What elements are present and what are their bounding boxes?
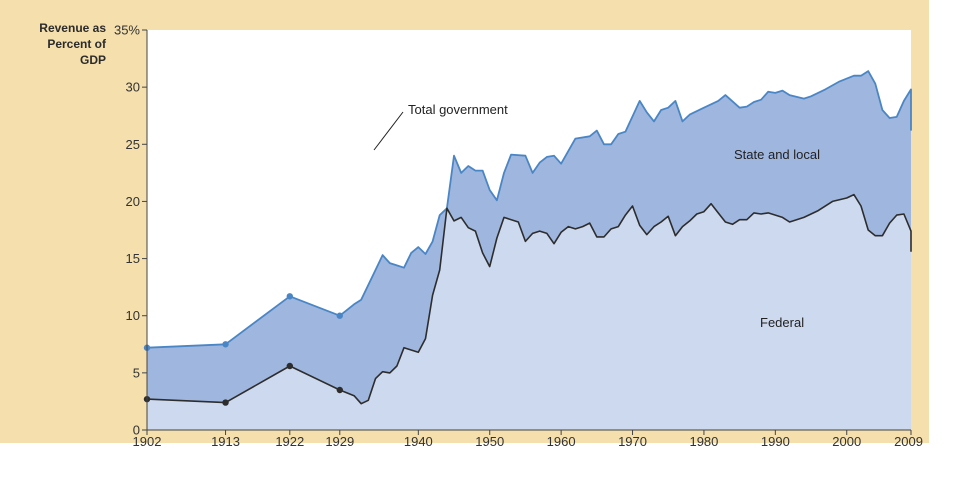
total-marker-1913 <box>222 341 229 348</box>
y-tick-label: 5 <box>133 365 140 380</box>
x-tick-label: 1913 <box>211 434 240 449</box>
y-axis-title: Revenue as Percent of GDP <box>2 20 106 68</box>
x-tick-label: 1940 <box>404 434 433 449</box>
x-tick-label: 1929 <box>325 434 354 449</box>
y-axis-title-line-3: GDP <box>79 53 106 67</box>
y-axis-ticks: 0 5 10 15 20 25 30 35% <box>114 23 147 438</box>
y-tick-label: 30 <box>126 80 140 95</box>
federal-marker-1929 <box>336 386 343 394</box>
y-axis-title-line-2: Percent of <box>47 37 106 51</box>
x-tick-label: 1970 <box>618 434 647 449</box>
data-markers <box>143 293 343 406</box>
x-tick-label: 1902 <box>133 434 162 449</box>
x-tick-label: 1980 <box>689 434 718 449</box>
y-axis-title-line-1: Revenue as <box>39 21 106 35</box>
total-government-line <box>146 70 912 349</box>
y-tick-label: 15 <box>126 251 140 266</box>
total-government-label: Total government <box>408 102 508 117</box>
y-tick-label: 0 <box>133 423 140 438</box>
total-government-callout-line <box>373 111 404 151</box>
y-tick-label: 25 <box>126 137 140 152</box>
federal-area <box>147 194 911 430</box>
y-tick-label: 35% <box>114 23 140 38</box>
federal-marker-1913 <box>222 399 229 406</box>
x-axis-ticks: 1902 1913 1922 1929 1940 1950 1960 1970 1980 1990… <box>133 430 923 449</box>
total-marker-1922 <box>286 293 294 300</box>
x-tick-label: 1950 <box>475 434 504 449</box>
x-tick-label: 1990 <box>761 434 790 449</box>
federal-line <box>146 193 912 405</box>
y-tick-label: 10 <box>126 308 140 323</box>
total-marker-1929 <box>336 312 343 319</box>
x-tick-label: 1922 <box>275 434 304 449</box>
x-tick-label: 1960 <box>547 434 576 449</box>
x-tick-label: 2009 <box>894 434 923 449</box>
x-tick-label: 2000 <box>832 434 861 449</box>
federal-label: Federal <box>760 315 804 330</box>
y-tick-label: 20 <box>126 194 140 209</box>
state-and-local-label: State and local <box>734 147 820 162</box>
federal-marker-1922 <box>286 362 294 370</box>
